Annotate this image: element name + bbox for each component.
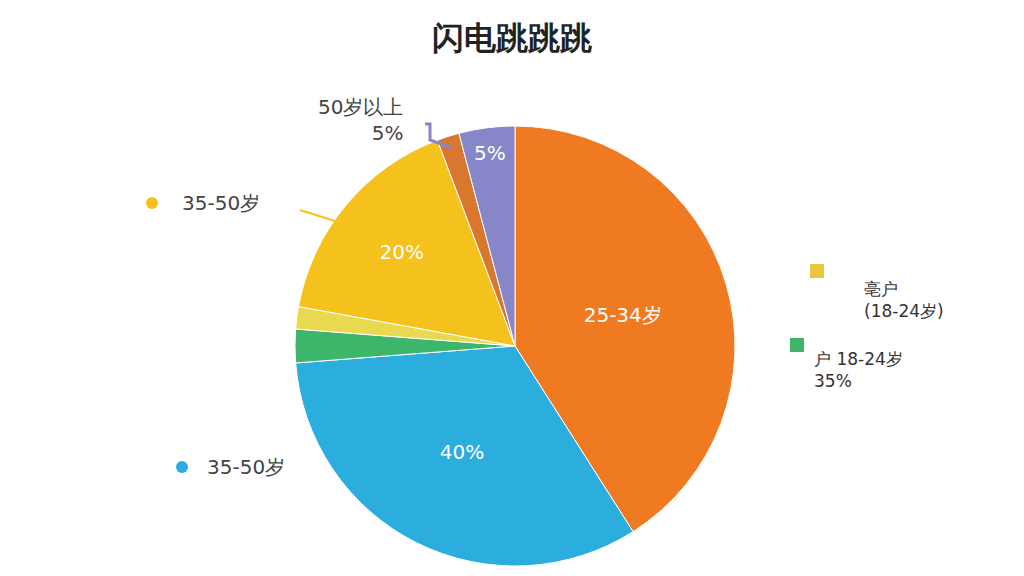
svg-text:50岁以上5%: 50岁以上5% <box>318 95 403 145</box>
svg-text:20%: 20% <box>380 240 424 264</box>
svg-text:35-50岁: 35-50岁 <box>182 191 260 215</box>
svg-text:户 18-24岁35%: 户 18-24岁35% <box>814 349 903 391</box>
svg-text:40%: 40% <box>440 440 484 464</box>
svg-text:35-50岁: 35-50岁 <box>207 455 285 479</box>
svg-text:亳户(18-24岁): 亳户(18-24岁) <box>864 279 944 321</box>
svg-text:闪电跳跳跳: 闪电跳跳跳 <box>432 19 592 57</box>
svg-text:5%: 5% <box>474 141 506 165</box>
svg-text:25-34岁: 25-34岁 <box>584 303 662 327</box>
